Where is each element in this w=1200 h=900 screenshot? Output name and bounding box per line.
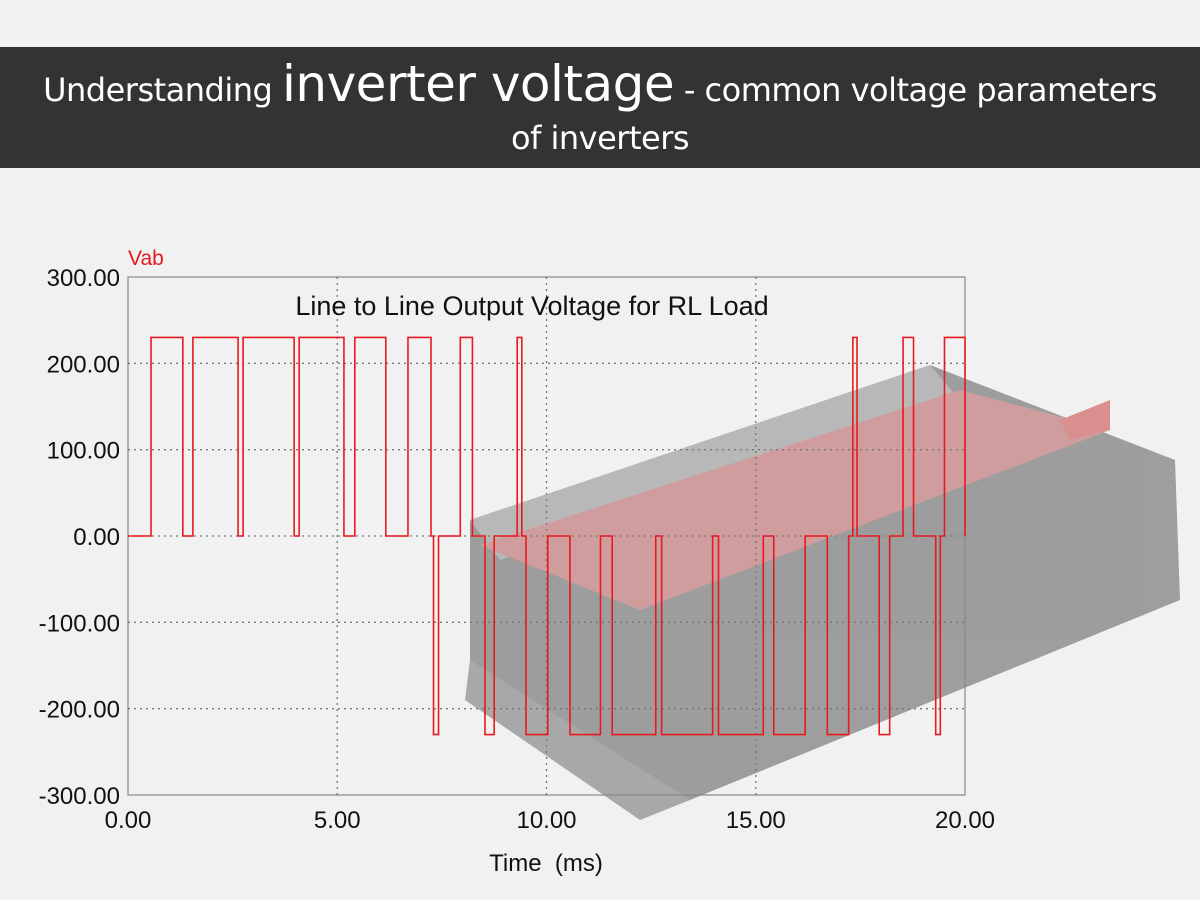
series-label: Vab	[128, 247, 164, 270]
pulse	[193, 337, 238, 536]
pulse	[355, 337, 386, 536]
y-tick-label: 0.00	[73, 524, 120, 551]
x-axis: 0.00 5.00 10.00 15.00 20.00	[105, 807, 995, 834]
vab-waveform-line	[128, 336, 966, 736]
y-tick-label: 100.00	[47, 438, 120, 465]
series-vab	[128, 336, 966, 736]
x-tick-label: 20.00	[935, 807, 995, 834]
pulse	[408, 337, 431, 536]
x-tick-label: 15.00	[726, 807, 786, 834]
x-tick-label: 0.00	[105, 807, 152, 834]
x-tick-label: 5.00	[314, 807, 361, 834]
banner-title-line2: of inverters	[510, 119, 690, 157]
banner-title-line1: Understanding inverter voltage - common …	[0, 55, 1200, 113]
y-tick-label: 300.00	[47, 265, 120, 292]
pulse	[151, 337, 183, 536]
y-tick-label: -100.00	[39, 610, 120, 637]
title-banner: Understanding inverter voltage - common …	[0, 47, 1200, 168]
y-axis: 300.00 200.00 100.00 0.00 -100.00 -200.00 -300…	[39, 265, 120, 810]
banner-title-prefix: Understanding	[43, 71, 273, 109]
x-tick-label: 10.00	[516, 807, 576, 834]
inverter-product-image	[465, 365, 1180, 820]
pulse	[243, 337, 294, 536]
banner-title-suffix: - common voltage parameters	[683, 71, 1158, 109]
x-axis-label: Time (ms)	[489, 850, 603, 877]
pulse	[460, 337, 472, 536]
grid	[128, 277, 965, 795]
y-tick-label: -200.00	[39, 697, 120, 724]
y-tick-label: -300.00	[39, 783, 120, 810]
y-tick-label: 200.00	[47, 351, 120, 378]
chart-title: Line to Line Output Voltage for RL Load	[295, 291, 768, 321]
banner-title-emphasis: inverter voltage	[282, 55, 675, 113]
